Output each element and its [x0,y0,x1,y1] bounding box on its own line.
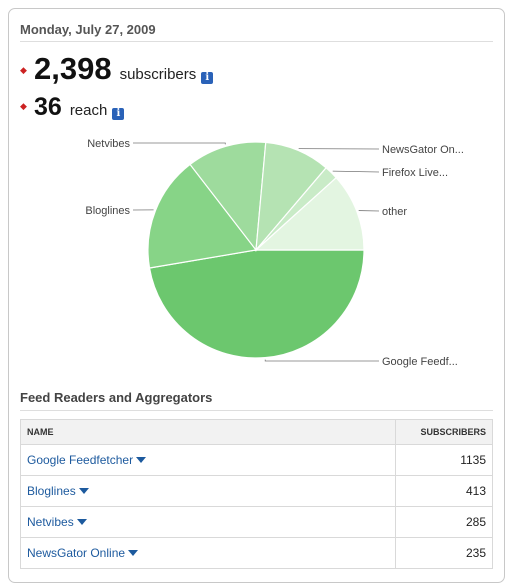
pie-label: Firefox Live... [382,167,448,179]
caret-down-icon[interactable] [77,519,87,525]
caret-down-icon[interactable] [136,457,146,463]
row-name-cell: Netvibes [21,507,396,538]
table-row: Google Feedfetcher 1135 [21,445,493,476]
table-row: Netvibes 285 [21,507,493,538]
section-title: Feed Readers and Aggregators [20,390,212,405]
stats-panel: Monday, July 27, 2009 ◆ 2,398 subscriber… [8,8,505,583]
feed-reader-link[interactable]: Bloglines [27,484,76,498]
name-column-header[interactable]: NAME [21,420,396,445]
caret-down-icon[interactable] [79,488,89,494]
row-subscribers-cell: 285 [396,507,493,538]
pie-slice [150,250,364,358]
row-subscribers-cell: 1135 [396,445,493,476]
pie-leader-line [265,360,379,361]
caret-down-icon[interactable] [128,550,138,556]
pie-leader-line [133,143,225,144]
subscribers-column-header[interactable]: SUBSCRIBERS [396,420,493,445]
feed-reader-link[interactable]: Google Feedfetcher [27,453,133,467]
pie-leader-line [333,171,379,172]
subscribers-pie-chart: Google Feedf... Bloglines Netvibes NewsGato… [9,9,504,379]
table-row: Bloglines 413 [21,476,493,507]
table-row: NewsGator Online 235 [21,538,493,569]
pie-label: other [382,206,407,218]
feed-reader-link[interactable]: NewsGator Online [27,546,125,560]
row-subscribers-cell: 235 [396,538,493,569]
row-name-cell: NewsGator Online [21,538,396,569]
table-header-row: NAME SUBSCRIBERS [21,420,493,445]
divider [20,410,493,411]
row-name-cell: Bloglines [21,476,396,507]
pie-label: Netvibes [87,138,130,150]
pie-label: NewsGator On... [382,144,464,156]
pie-label: Google Feedf... [382,356,458,368]
row-subscribers-cell: 413 [396,476,493,507]
feed-reader-link[interactable]: Netvibes [27,515,74,529]
row-name-cell: Google Feedfetcher [21,445,396,476]
pie-label: Bloglines [85,205,130,217]
